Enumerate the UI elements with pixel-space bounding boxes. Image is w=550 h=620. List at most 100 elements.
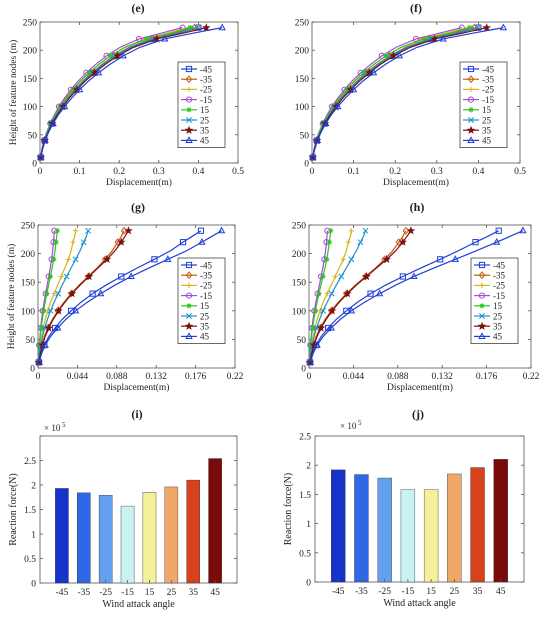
plot-frame <box>39 21 239 164</box>
x-tick-label: 45 <box>496 587 506 597</box>
data-point <box>334 102 342 110</box>
x-tick-label: 0.176 <box>185 372 207 382</box>
data-point <box>360 70 367 76</box>
x-tick-label: 0.4 <box>472 167 484 177</box>
data-point <box>70 87 76 93</box>
series-line <box>40 27 223 158</box>
data-point <box>320 307 327 314</box>
series--25 <box>310 25 471 160</box>
legend-marker <box>478 271 486 280</box>
series-line <box>312 27 462 158</box>
data-point <box>398 237 408 246</box>
data-point <box>54 228 60 234</box>
data-point <box>127 272 135 280</box>
bar--15 <box>400 489 416 583</box>
data-point <box>53 323 62 331</box>
x-tick-label: -45 <box>332 587 345 597</box>
data-point <box>96 289 105 297</box>
data-point <box>322 119 330 127</box>
x-tick-label: 0.22 <box>227 372 244 382</box>
y-scale-factor: × 10 <box>340 421 357 431</box>
legend-entry: 25 <box>493 311 503 321</box>
data-point <box>41 136 49 144</box>
data-point <box>73 228 79 234</box>
y-tick-label: 100 <box>23 103 38 113</box>
x-axis-label: Displacement(m) <box>383 177 449 188</box>
legend-entry: 35 <box>200 126 210 136</box>
data-point <box>65 256 72 262</box>
legend-marker <box>185 271 193 280</box>
legend-entry: -15 <box>200 95 212 105</box>
data-point <box>119 51 127 59</box>
series-45 <box>35 226 226 365</box>
series--25 <box>38 25 192 160</box>
y-tick-label: 100 <box>21 307 36 317</box>
legend-marker <box>479 303 485 309</box>
data-point <box>495 227 502 234</box>
x-tick-label: 0.1 <box>74 167 86 177</box>
x-tick-label: 0.5 <box>514 167 526 177</box>
data-point <box>53 239 59 245</box>
data-point <box>343 307 350 314</box>
data-point <box>327 323 335 331</box>
legend-entry: -45 <box>493 260 505 270</box>
data-point <box>80 239 87 246</box>
legend-marker <box>186 313 192 319</box>
data-point <box>430 34 440 43</box>
data-point <box>437 256 444 263</box>
legend-entry: 45 <box>482 136 492 146</box>
data-point <box>55 290 62 297</box>
legend-marker <box>467 96 475 103</box>
data-point <box>47 307 54 314</box>
legend-entry: -25 <box>200 281 212 291</box>
data-point <box>349 85 358 93</box>
y-tick-label: 0 <box>301 365 306 375</box>
plot-frame <box>37 224 236 369</box>
y-tick-label: 2 <box>31 482 36 492</box>
bar--35 <box>77 492 91 584</box>
x-tick-label: -15 <box>402 587 415 597</box>
data-point <box>44 291 50 297</box>
bar-chart-j: (j) × 10 5 0 0.5 1 1.5 2 2.5 -45 -35 -25 -15 15 25 35 45… <box>283 407 525 609</box>
legend-entry: 45 <box>493 332 503 342</box>
data-point <box>60 102 69 110</box>
plot-frame <box>311 21 521 164</box>
legend-frame <box>470 257 519 344</box>
legend-marker <box>478 332 486 339</box>
series-35 <box>305 226 416 366</box>
x-tick-label: 35 <box>188 588 198 598</box>
data-point <box>343 289 352 298</box>
data-point <box>41 325 48 331</box>
x-tick-label: 0.5 <box>232 167 244 177</box>
legend-entry: -25 <box>482 85 494 95</box>
line-chart-g: (g) 0 0.044 0.088 0.132 0.176 0.22 0 50 100 150 200… <box>6 200 244 393</box>
x-tick-label: -25 <box>99 588 112 598</box>
series-15 <box>38 25 194 160</box>
y-scale-factor: × 10 <box>44 423 61 433</box>
y-tick-label: 2 <box>306 462 311 472</box>
data-point <box>187 25 194 31</box>
data-point <box>41 340 49 348</box>
data-point <box>492 238 501 245</box>
y-tick-label: 150 <box>295 75 310 85</box>
x-tick-label: 0.22 <box>523 372 540 382</box>
legend-marker <box>184 125 194 134</box>
y-tick-label: 2.5 <box>299 433 311 443</box>
series--15 <box>37 24 186 161</box>
plot-frame <box>39 435 238 584</box>
legend-marker <box>478 292 486 299</box>
legend-marker <box>184 321 194 330</box>
legend-marker <box>479 282 485 288</box>
data-point <box>348 228 354 234</box>
y-tick-label: 250 <box>295 19 310 29</box>
data-point <box>197 227 205 234</box>
data-point <box>217 226 226 234</box>
data-point <box>328 290 335 297</box>
legend-entry: -15 <box>482 95 494 105</box>
data-point <box>41 308 47 314</box>
legend-marker <box>467 136 475 143</box>
data-point <box>144 36 150 42</box>
y-tick-label: 150 <box>292 279 307 289</box>
